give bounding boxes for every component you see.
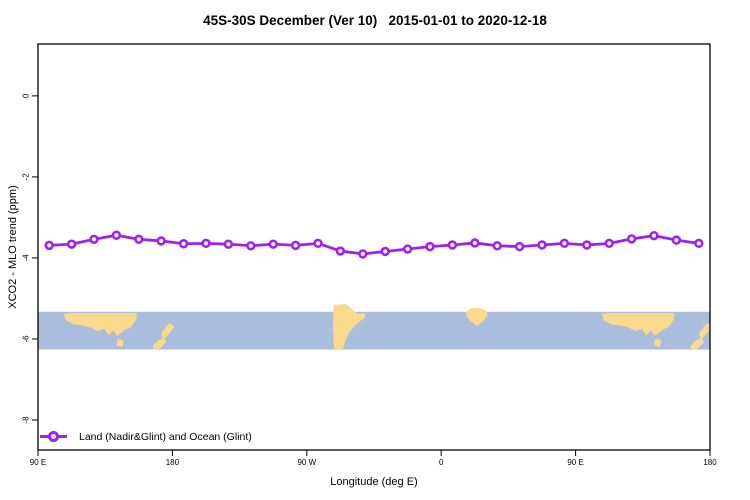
y-axis-title: XCO2 - MLO trend (ppm) xyxy=(7,185,19,309)
data-point-marker xyxy=(582,240,592,250)
y-tick-label: -8 xyxy=(22,416,31,424)
x-axis-title: Longitude (deg E) xyxy=(330,476,418,488)
data-point-marker xyxy=(694,238,704,249)
map-ocean-band xyxy=(38,311,710,350)
x-tick-label: 180 xyxy=(166,458,180,467)
data-point-marker xyxy=(492,241,502,251)
data-point-marker xyxy=(358,249,368,259)
legend: Land (Nadir&Glint) and Ocean (Glint) xyxy=(40,429,252,444)
land-shape-south-africa xyxy=(466,308,488,326)
x-axis-ticks: 90 E 180 90 W 0 90 E 180 xyxy=(30,450,717,467)
data-point-marker xyxy=(335,246,346,256)
y-axis-ticks: 0 -2 -4 -6 -8 xyxy=(22,93,38,424)
x-tick-label: 90 E xyxy=(30,458,46,467)
land-shapes xyxy=(64,304,488,351)
y-tick-label: -2 xyxy=(22,173,31,181)
data-point-marker xyxy=(514,241,525,252)
data-point-marker xyxy=(671,235,682,245)
land-shape-new-zealand-south xyxy=(153,337,167,351)
land-shape-tasmania xyxy=(116,339,124,347)
trend-line xyxy=(49,233,700,256)
data-point-marker xyxy=(66,239,77,249)
data-point-marker xyxy=(89,234,99,245)
data-point-marker xyxy=(223,239,234,249)
legend-open-circle-icon xyxy=(48,431,59,442)
data-point-marker xyxy=(201,238,211,249)
data-point-marker xyxy=(649,230,659,241)
land-shape-new-zealand-north xyxy=(161,323,175,339)
x-tick-label: 90 E xyxy=(567,458,583,467)
data-point-marker xyxy=(290,240,301,251)
map-strip xyxy=(38,304,710,351)
data-point-marker xyxy=(425,241,435,252)
data-point-marker xyxy=(604,238,614,249)
x-tick-label: 90 W xyxy=(297,458,316,467)
data-series-layer xyxy=(44,230,704,259)
data-point-marker xyxy=(559,238,570,249)
data-point-marker xyxy=(156,236,166,246)
chart-title: 45S-30S December (Ver 10) 2015-01-01 to … xyxy=(203,13,547,28)
data-point-marker xyxy=(626,234,637,244)
x-tick-label: 0 xyxy=(439,458,444,467)
data-point-marker xyxy=(134,234,144,245)
data-point-marker xyxy=(537,240,547,250)
x-tick-label: 180 xyxy=(703,458,717,467)
legend-series-label: Land (Nadir&Glint) and Ocean (Glint) xyxy=(79,430,252,443)
land-shape-australia xyxy=(64,313,137,336)
data-point-marker xyxy=(313,238,323,249)
data-point-marker xyxy=(447,240,458,250)
data-point-marker xyxy=(470,238,480,248)
data-point-marker xyxy=(246,241,256,251)
data-point-marker xyxy=(402,244,413,254)
y-tick-label: -6 xyxy=(22,335,31,343)
legend-line-marker-swatch xyxy=(40,429,67,444)
y-tick-label: -4 xyxy=(22,254,31,262)
land-shape-south-america xyxy=(333,304,366,350)
plot-border-box xyxy=(37,43,711,451)
data-point-marker xyxy=(268,239,278,249)
data-point-marker xyxy=(178,239,189,249)
y-tick-label: 0 xyxy=(22,93,31,98)
data-point-marker xyxy=(111,230,122,240)
data-point-marker xyxy=(380,246,390,257)
data-point-marker xyxy=(44,240,54,251)
